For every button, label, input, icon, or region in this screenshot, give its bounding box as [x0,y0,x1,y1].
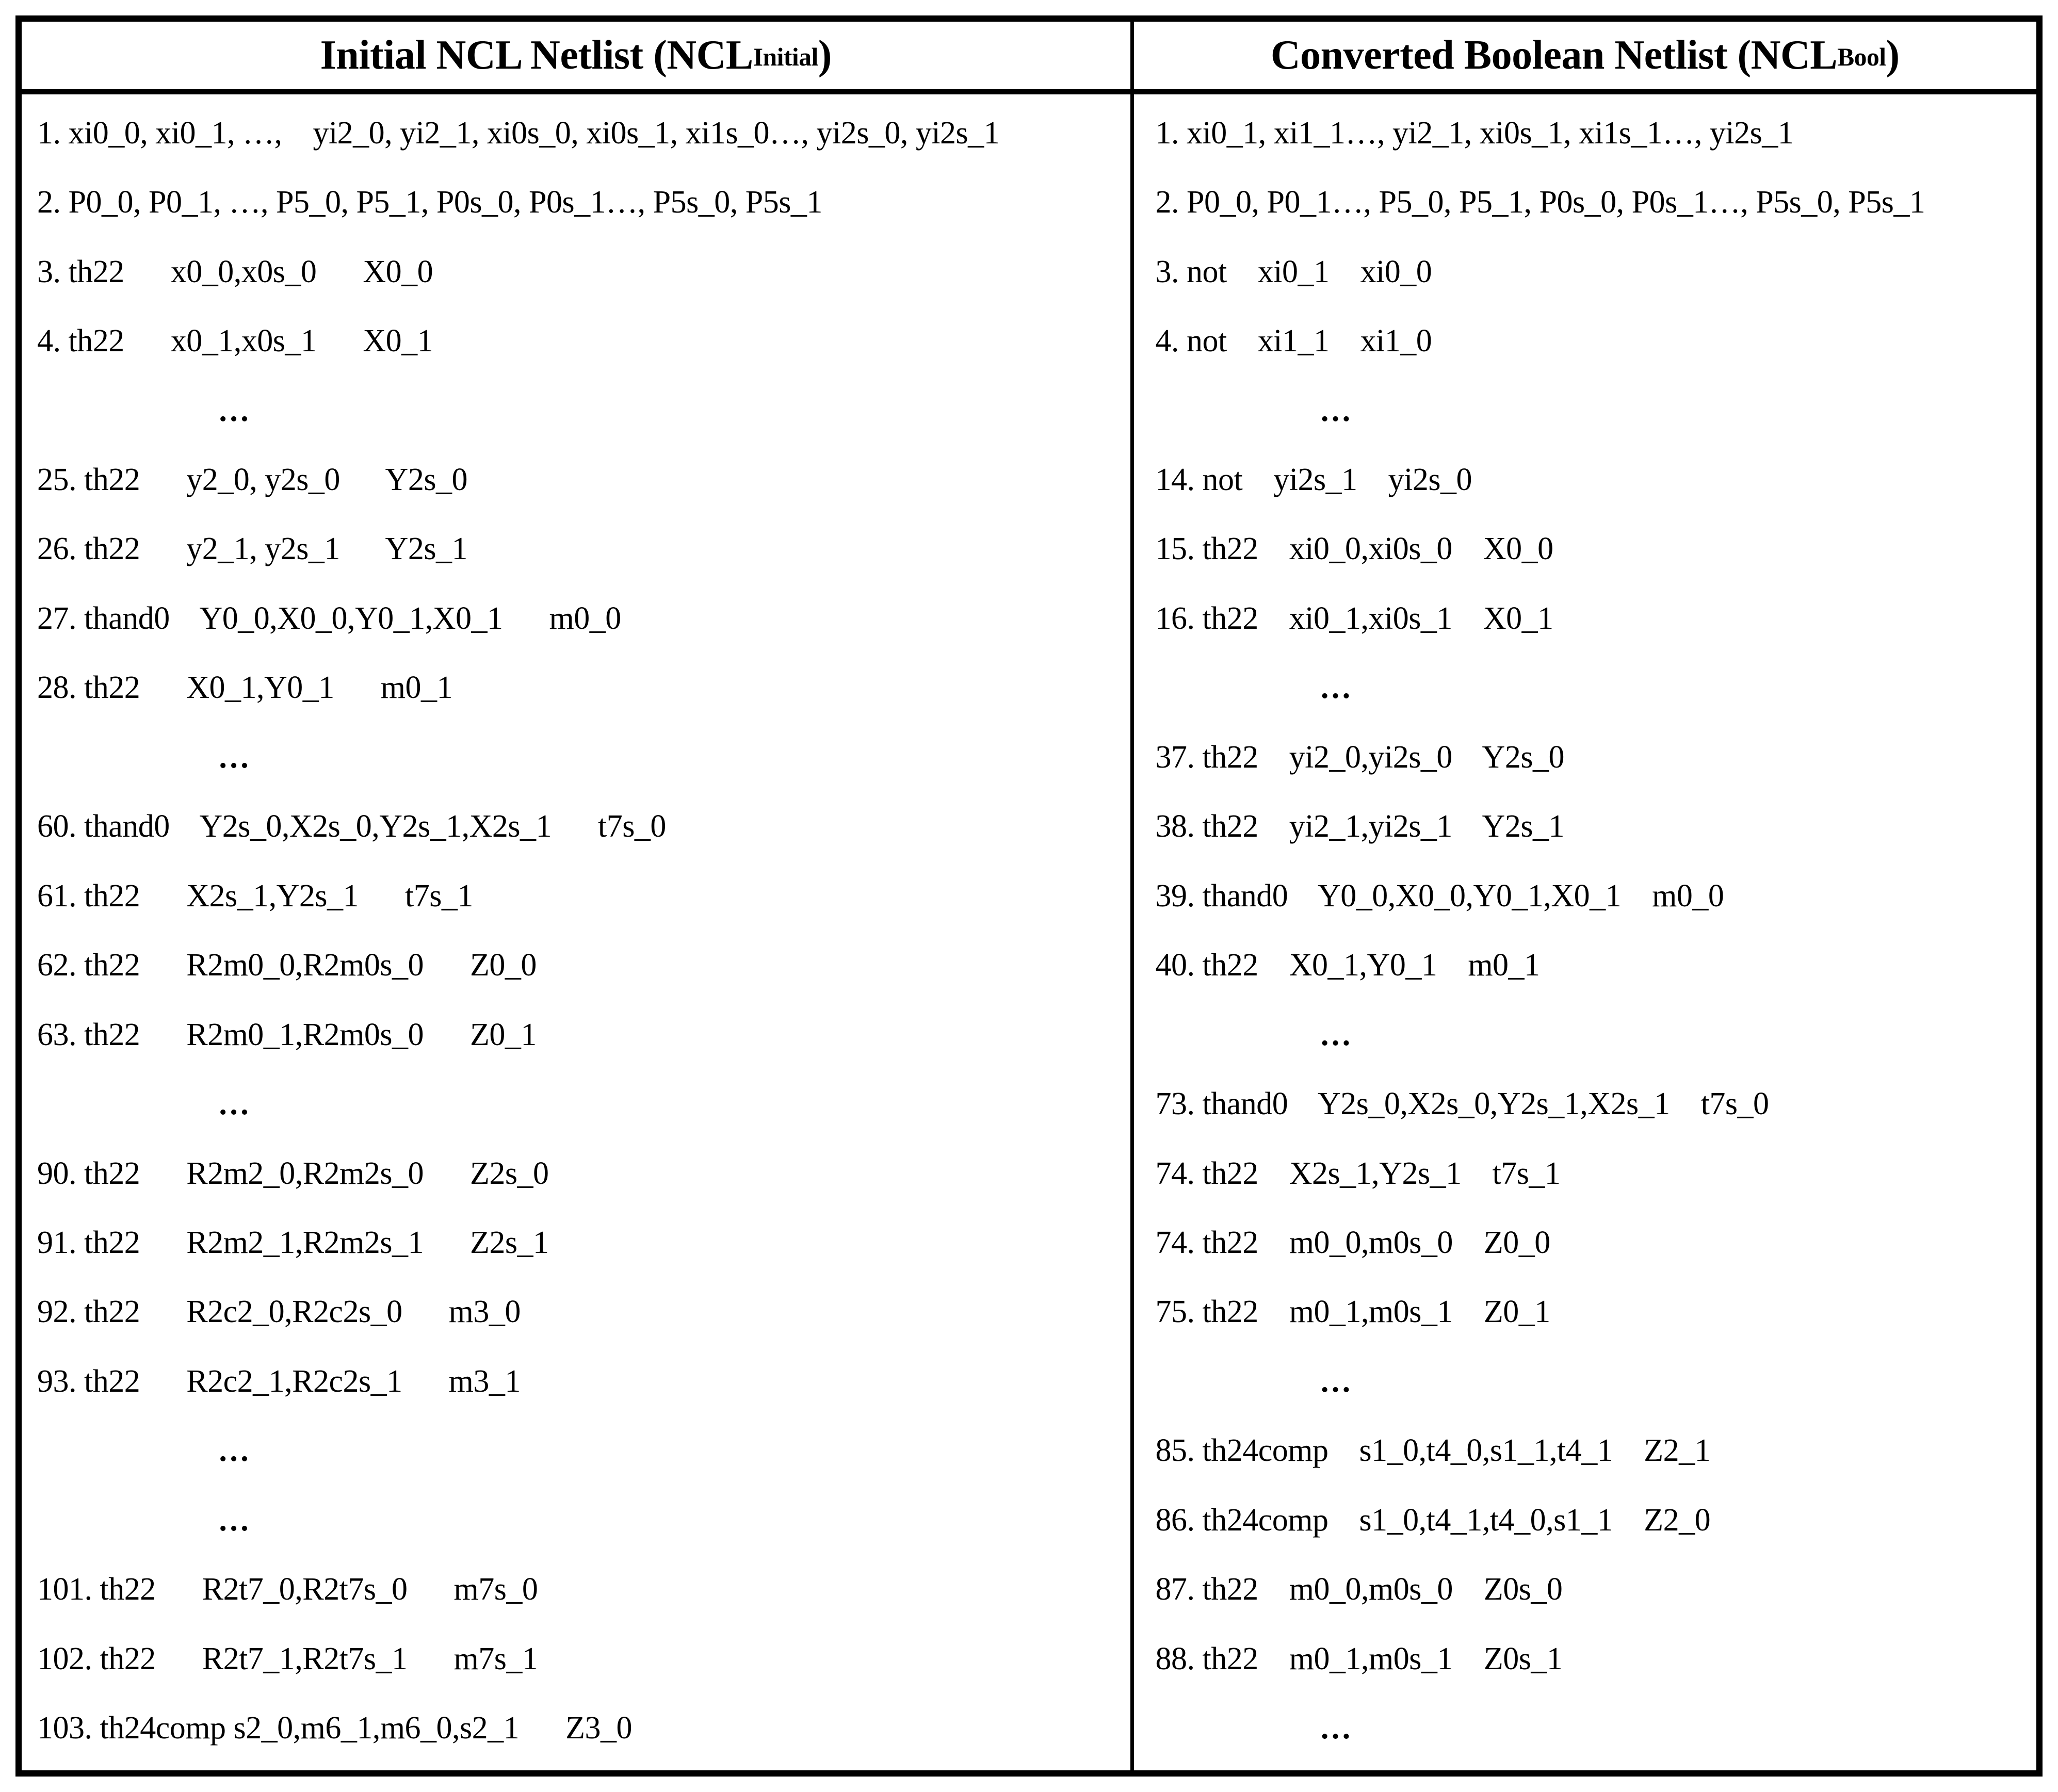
netlist-line: 90. th22 R2m2_0,R2m2s_0 Z2s_0 [37,1155,549,1191]
column-header-converted: Converted Boolean Netlist (NCL Bool) [1133,22,2036,94]
header-title-close: ) [1886,32,1900,78]
netlist-line: 60. thand0 Y2s_0,X2s_0,Y2s_1,X2s_1 t7s_0 [37,809,666,844]
netlist-line: 28. th22 X0_1,Y0_1 m0_1 [37,670,452,706]
netlist-line: 3. not xi0_1 xi0_0 [1155,254,1432,289]
ellipsis-line: … [218,1086,251,1122]
netlist-line: 74. th22 m0_0,m0s_0 Z0_0 [1155,1225,1551,1260]
netlist-line: 40. th22 X0_1,Y0_1 m0_1 [1155,948,1541,983]
ellipsis-line: … [218,739,251,775]
converted-netlist-body: 1. xi0_1, xi1_1…, yi2_1, xi0s_1, xi1s_1…… [1134,94,2036,1770]
netlist-line: 4. th22 x0_1,x0s_1 X0_1 [37,323,433,359]
netlist-line: 86. th24comp s1_0,t4_1,t4_0,s1_1 Z2_0 [1155,1502,1711,1538]
column-header-initial: Initial NCL Netlist (NCL Initial) [22,22,1130,94]
header-title-text: Converted Boolean Netlist (NCL [1270,32,1838,78]
netlist-line: 2. P0_0, P0_1, …, P5_0, P5_1, P0s_0, P0s… [37,185,822,220]
header-title-subscript: Initial [753,42,819,71]
netlist-line: 101. th22 R2t7_0,R2t7s_0 m7s_0 [37,1572,538,1607]
netlist-line: 25. th22 y2_0, y2s_0 Y2s_0 [37,462,467,497]
netlist-line: 4. not xi1_1 xi1_0 [1155,323,1432,359]
netlist-line: 38. th22 yi2_1,yi2s_1 Y2s_1 [1155,809,1565,844]
column-initial-ncl: Initial NCL Netlist (NCL Initial) 1. xi0_… [22,22,1134,1770]
netlist-line: 92. th22 R2c2_0,R2c2s_0 m3_0 [37,1294,521,1330]
netlist-line: 85. th24comp s1_0,t4_0,s1_1,t4_1 Z2_1 [1155,1433,1711,1469]
netlist-line: 2. P0_0, P0_1…, P5_0, P5_1, P0s_0, P0s_1… [1155,185,1925,220]
header-title-close: ) [818,32,832,78]
netlist-line: 75. th22 m0_1,m0s_1 Z0_1 [1155,1294,1551,1330]
netlist-line: 37. th22 yi2_0,yi2s_0 Y2s_0 [1155,739,1565,775]
ellipsis-line: … [1319,670,1353,706]
netlist-line: 3. th22 x0_0,x0s_0 X0_0 [37,254,433,289]
netlist-line: 61. th22 X2s_1,Y2s_1 t7s_1 [37,878,473,914]
netlist-line: 14. not yi2s_1 yi2s_0 [1155,462,1472,497]
netlist-line: 39. thand0 Y0_0,X0_0,Y0_1,X0_1 m0_0 [1155,878,1724,914]
netlist-line: 27. thand0 Y0_0,X0_0,Y0_1,X0_1 m0_0 [37,600,621,636]
initial-netlist-body: 1. xi0_0, xi0_1, …, yi2_0, yi2_1, xi0s_0… [22,94,1130,1770]
ellipsis-line: … [1319,393,1353,428]
ellipsis-line: … [1319,1710,1353,1746]
ellipsis-line: … [218,1433,251,1469]
netlist-line: 74. th22 X2s_1,Y2s_1 t7s_1 [1155,1155,1561,1191]
netlist-line: 87. th22 m0_0,m0s_0 Z0s_0 [1155,1572,1563,1607]
netlist-comparison-table: Initial NCL Netlist (NCL Initial) 1. xi0_… [15,15,2043,1777]
netlist-line: 88. th22 m0_1,m0s_1 Z0s_1 [1155,1641,1563,1676]
ellipsis-line: … [1319,1363,1353,1399]
netlist-line: 15. th22 xi0_0,xi0s_0 X0_0 [1155,531,1554,567]
ellipsis-line: … [218,1502,251,1538]
netlist-line: 16. th22 xi0_1,xi0s_1 X0_1 [1155,600,1554,636]
netlist-line: 62. th22 R2m0_0,R2m0s_0 Z0_0 [37,948,537,983]
netlist-line: 93. th22 R2c2_1,R2c2s_1 m3_1 [37,1363,521,1399]
header-title-text: Initial NCL Netlist (NCL [320,32,754,78]
ellipsis-line: … [1319,1017,1353,1052]
column-converted-boolean: Converted Boolean Netlist (NCL Bool) 1. x… [1133,22,2036,1770]
netlist-line: 1. xi0_0, xi0_1, …, yi2_0, yi2_1, xi0s_0… [37,115,1000,151]
netlist-line: 91. th22 R2m2_1,R2m2s_1 Z2s_1 [37,1225,549,1260]
netlist-line: 1. xi0_1, xi1_1…, yi2_1, xi0s_1, xi1s_1…… [1155,115,1794,151]
netlist-line: 73. thand0 Y2s_0,X2s_0,Y2s_1,X2s_1 t7s_0 [1155,1086,1769,1122]
netlist-line: 26. th22 y2_1, y2s_1 Y2s_1 [37,531,467,567]
ellipsis-line: … [218,393,251,428]
netlist-line: 102. th22 R2t7_1,R2t7s_1 m7s_1 [37,1641,538,1676]
netlist-line: 63. th22 R2m0_1,R2m0s_0 Z0_1 [37,1017,537,1052]
netlist-line: 103. th24comp s2_0,m6_1,m6_0,s2_1 Z3_0 [37,1710,633,1746]
header-title-subscript: Bool [1837,42,1886,71]
